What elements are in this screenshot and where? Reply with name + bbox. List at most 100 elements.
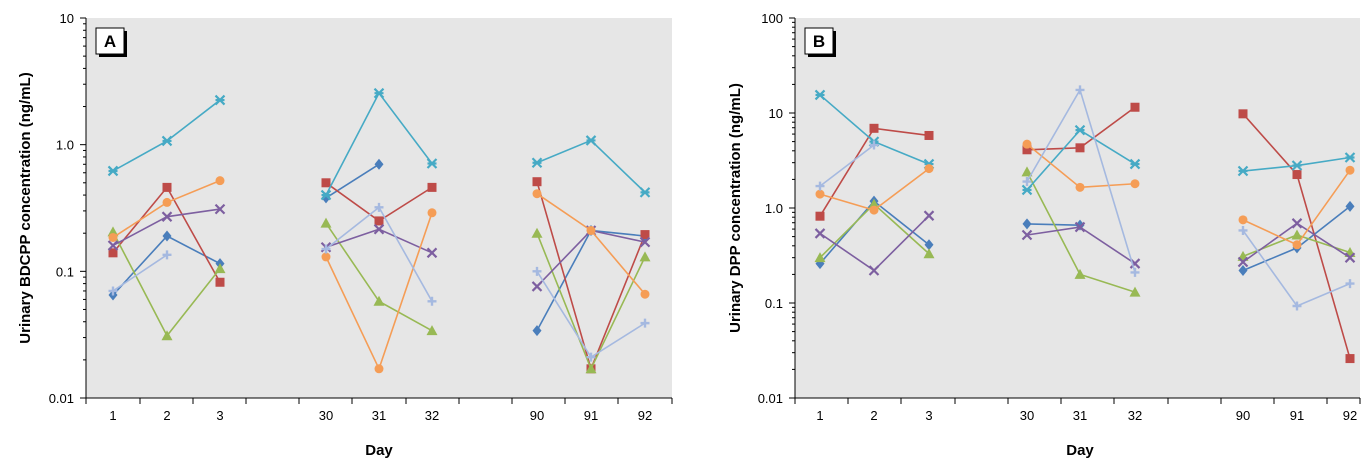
- y-tick-label: 10: [769, 106, 783, 121]
- data-point: [1238, 264, 1248, 276]
- data-point: [161, 330, 173, 341]
- data-point: [1022, 177, 1032, 187]
- data-point: [108, 286, 118, 296]
- data-point: [427, 208, 437, 218]
- series-x: [814, 210, 1356, 276]
- y-tick-label: 0.01: [758, 391, 783, 406]
- data-point: [1022, 139, 1032, 149]
- x-tick-label: 30: [1020, 408, 1034, 423]
- data-point: [586, 226, 596, 236]
- data-point: [923, 210, 935, 221]
- y-tick-label: 10: [60, 11, 74, 26]
- data-point: [924, 164, 934, 174]
- data-point: [1022, 145, 1032, 155]
- data-point: [374, 216, 384, 226]
- data-point: [1021, 229, 1033, 241]
- data-point: [214, 263, 226, 274]
- data-point: [215, 277, 225, 287]
- data-point: [814, 252, 826, 263]
- chart-panel-b: 0.01 0.1 1.0 10 100 1 2 3 30 31 32 90 91 92 Day Urinary…: [727, 11, 1361, 459]
- data-point: [320, 189, 332, 201]
- data-point: [531, 227, 543, 238]
- data-point: [161, 135, 173, 147]
- data-point: [108, 248, 118, 258]
- data-point: [869, 205, 879, 215]
- chart-panel-a: 0.01 0.1 1.0 10 1 2 3 30 31 32 90 91 92 Day Urinary BD…: [17, 11, 673, 459]
- x-tick-label: 2: [870, 408, 877, 423]
- data-point: [640, 289, 650, 299]
- data-point: [532, 177, 542, 187]
- data-point: [321, 244, 331, 254]
- data-point: [373, 223, 385, 235]
- x-axis-title: Day: [1066, 442, 1094, 459]
- data-point: [1292, 240, 1302, 250]
- data-point: [426, 158, 438, 169]
- data-point: [1130, 179, 1140, 189]
- series-line: [325, 163, 380, 199]
- data-point: [426, 247, 438, 259]
- data-point: [1021, 166, 1033, 177]
- data-point: [321, 252, 331, 262]
- y-axis-title: Urinary BDCPP concentration (ng/mL): [17, 72, 34, 343]
- data-point: [924, 130, 934, 140]
- data-point: [1130, 102, 1140, 112]
- data-point: [320, 217, 332, 228]
- series-plus: [815, 85, 1355, 311]
- y-tick-label: 100: [761, 11, 783, 26]
- series-circle: [815, 139, 1355, 250]
- series-square: [815, 102, 1355, 364]
- data-point: [868, 198, 880, 209]
- x-tick-label: 90: [530, 408, 544, 423]
- data-point: [214, 94, 226, 106]
- series-circle: [108, 176, 650, 374]
- data-point: [639, 251, 651, 262]
- data-point: [1237, 256, 1249, 268]
- data-point: [815, 211, 825, 221]
- data-point: [815, 181, 825, 191]
- data-point: [321, 178, 331, 188]
- data-point: [815, 189, 825, 199]
- data-point: [426, 325, 438, 336]
- plot-area: [795, 18, 1360, 398]
- data-point: [107, 226, 119, 237]
- data-point: [162, 182, 172, 192]
- data-point: [640, 318, 650, 328]
- panel-label: B: [813, 32, 825, 51]
- panel-label-box: [95, 27, 125, 55]
- data-point: [214, 203, 226, 215]
- data-point: [1291, 229, 1303, 240]
- data-point: [427, 182, 437, 192]
- x-tick-label: 30: [319, 408, 333, 423]
- data-point: [639, 236, 651, 248]
- data-point: [1292, 301, 1302, 311]
- data-point: [1022, 218, 1032, 230]
- data-point: [215, 176, 225, 186]
- data-point: [1129, 286, 1141, 297]
- data-point: [161, 211, 173, 222]
- data-point: [1345, 279, 1355, 289]
- series-line: [112, 254, 168, 292]
- y-tick-label: 0.01: [49, 391, 74, 406]
- data-point: [1344, 252, 1356, 263]
- x-tick-label: 3: [925, 408, 932, 423]
- x-tick-label: 1: [109, 408, 116, 423]
- data-point: [1345, 200, 1355, 212]
- data-point: [1021, 184, 1033, 196]
- data-point: [373, 87, 385, 99]
- x-tick-label: 3: [216, 408, 223, 423]
- data-point: [162, 197, 172, 207]
- panel-label-box: [804, 27, 834, 55]
- data-point: [531, 281, 543, 292]
- data-point: [1238, 109, 1248, 119]
- data-point: [532, 266, 542, 276]
- data-point: [1237, 165, 1249, 177]
- x-tick-label: 91: [1290, 408, 1304, 423]
- data-point: [585, 363, 597, 374]
- data-point: [108, 232, 118, 242]
- y-tick-label: 1.0: [56, 138, 74, 153]
- series-line: [819, 144, 875, 187]
- series-star: [107, 87, 651, 201]
- x-tick-label: 92: [1343, 408, 1357, 423]
- x-tick-label: 32: [425, 408, 439, 423]
